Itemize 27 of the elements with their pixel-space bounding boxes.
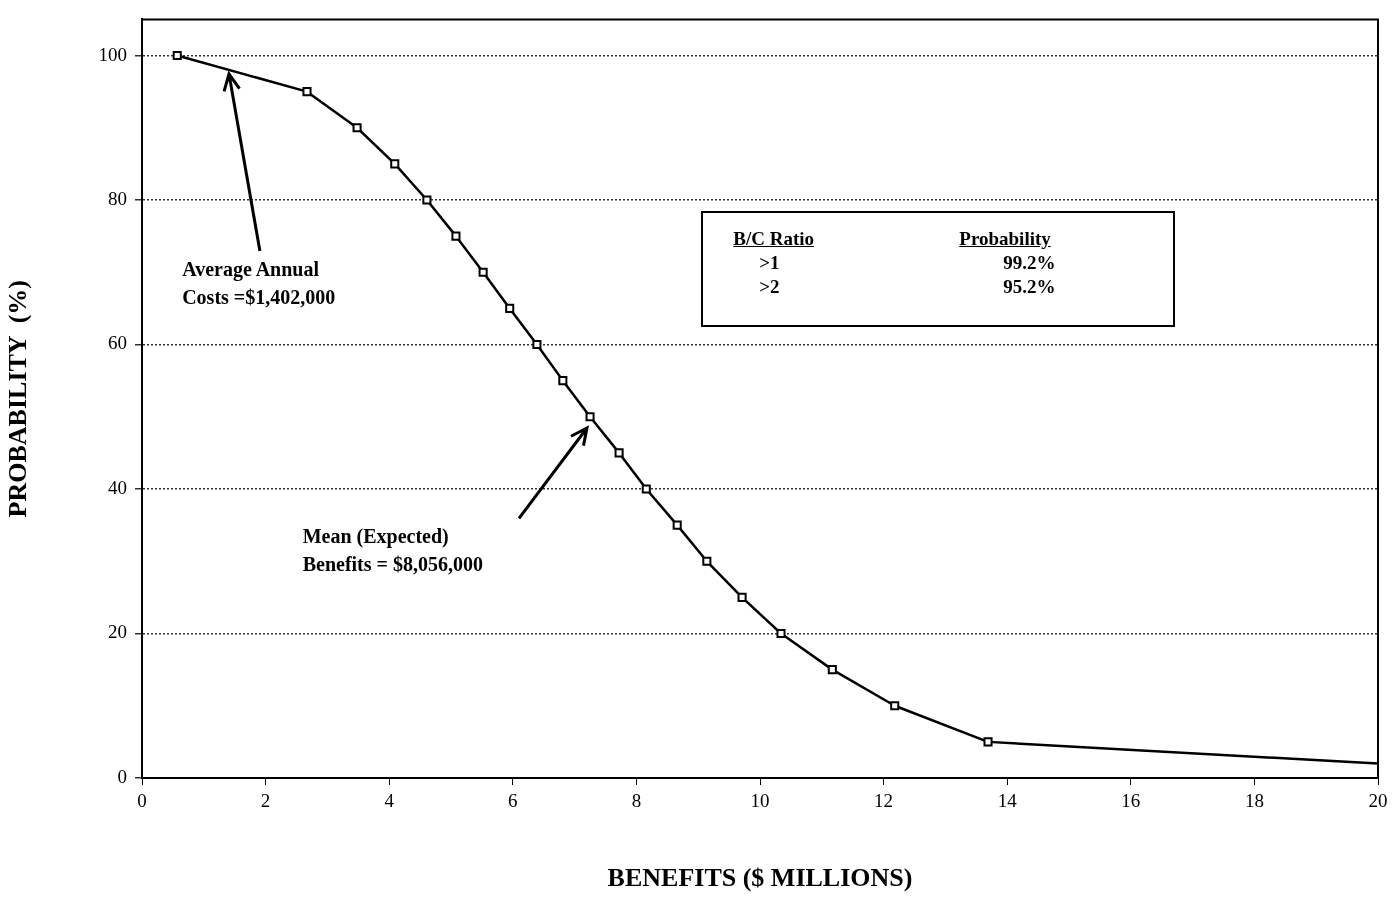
x-axis-title: BENEFITS ($ MILLIONS) xyxy=(607,863,913,893)
x-tick-label: 6 xyxy=(508,790,518,812)
x-tick-label: 16 xyxy=(1121,790,1141,812)
y-tick-label: 60 xyxy=(108,332,127,354)
annotation: Average Annual Costs =$1,402,000 xyxy=(182,257,336,308)
x-tick-label: 10 xyxy=(750,790,770,812)
annotation: 95.2% xyxy=(1002,274,1057,299)
y-tick-label: 40 xyxy=(108,476,127,498)
x-tick-label: 18 xyxy=(1244,790,1264,812)
y-tick-label: 100 xyxy=(98,43,127,65)
x-tick-label: 8 xyxy=(631,790,642,812)
y-axis-title: PROBABILITY (%) xyxy=(3,280,33,518)
annotation: 99.2% xyxy=(1002,250,1057,275)
annotation: Probability xyxy=(959,226,1052,251)
y-tick-label: 20 xyxy=(108,621,127,643)
y-tick-label: 80 xyxy=(108,188,127,209)
annotation: >2 xyxy=(758,274,781,299)
x-tick-label: 20 xyxy=(1368,790,1388,812)
x-tick-label: 2 xyxy=(260,790,271,812)
x-tick-label: 4 xyxy=(384,790,395,812)
y-tick-label: 0 xyxy=(117,765,127,787)
x-tick-label: 0 xyxy=(137,790,147,812)
x-tick-label: 14 xyxy=(997,790,1018,812)
x-tick-label: 12 xyxy=(874,790,894,812)
annotation: B/C Ratio xyxy=(733,226,816,251)
annotation: Mean (Expected) Benefits = $8,056,000 xyxy=(302,525,483,576)
annotation: >1 xyxy=(758,250,781,275)
